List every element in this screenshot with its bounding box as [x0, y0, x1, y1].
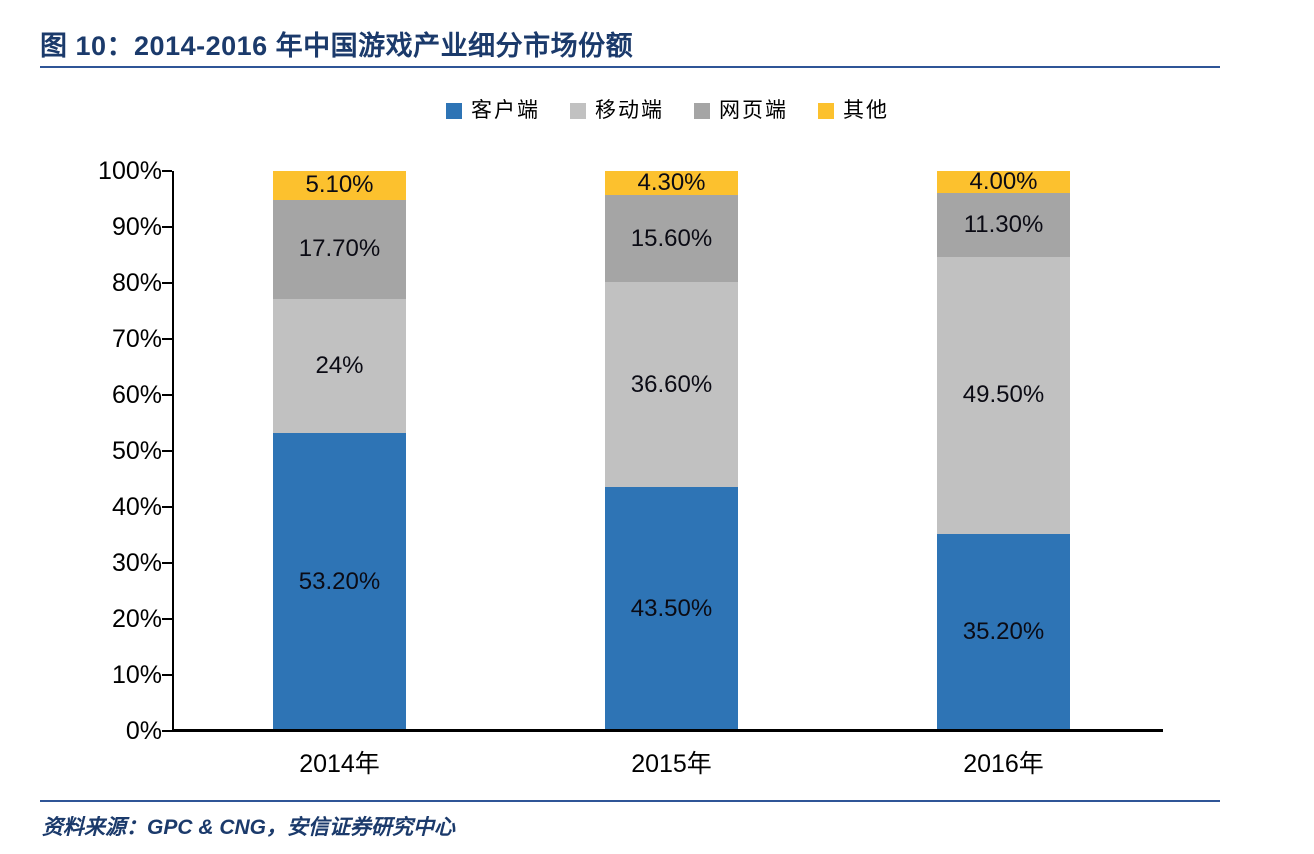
bar-segment-value: 36.60%: [630, 370, 713, 398]
bar-segment-value: 43.50%: [630, 595, 713, 623]
stacked-bar: 5.10% 17.70% 24% 53.20%: [273, 171, 406, 731]
bar-segment-value: 11.30%: [963, 211, 1044, 239]
y-axis-tick: [162, 450, 172, 452]
y-axis-tick-label: 90%: [111, 213, 162, 241]
bar-segment: 11.30%: [937, 193, 1070, 257]
y-axis-tick: [162, 394, 172, 396]
bar-segment-value: 24%: [315, 351, 364, 379]
bar-segment: 4.30%: [605, 169, 738, 197]
title-divider: [40, 66, 1220, 68]
y-axis-tick-label: 70%: [111, 325, 162, 353]
y-axis-tick: [162, 506, 172, 508]
bar-segment-value: 35.20%: [962, 618, 1045, 646]
legend-label: 移动端: [595, 98, 664, 122]
y-axis-tick-label: 50%: [111, 437, 162, 465]
bar-segment: 17.70%: [273, 199, 406, 299]
legend-label: 客户端: [471, 98, 540, 122]
y-axis-tick: [162, 562, 172, 564]
legend-label: 其他: [843, 98, 889, 122]
bar-segment-value: 49.50%: [962, 381, 1045, 409]
x-axis-category-label: 2014年: [299, 750, 380, 778]
y-axis-tick-label: 0%: [125, 717, 162, 745]
legend-swatch-icon: [694, 102, 710, 119]
bar-segment: 35.20%: [937, 533, 1070, 731]
y-axis-tick-label: 10%: [111, 661, 162, 689]
stacked-bar: 4.00% 11.30% 49.50% 35.20%: [937, 168, 1070, 731]
y-axis-tick-label: 40%: [111, 493, 162, 521]
legend-item: 网页端: [694, 100, 788, 121]
bar-segment-value: 17.70%: [298, 235, 381, 263]
bar-segment: 24%: [273, 298, 406, 434]
y-axis-tick: [162, 618, 172, 620]
y-axis-tick: [162, 226, 172, 228]
bar-segment: 36.60%: [605, 282, 738, 488]
bar-segment: 4.00%: [937, 168, 1070, 196]
legend-swatch-icon: [570, 102, 586, 119]
legend-swatch-icon: [446, 102, 462, 119]
bar-segment-value: 15.60%: [630, 224, 713, 252]
y-axis-tick: [162, 730, 172, 732]
bar-segment: 15.60%: [605, 195, 738, 283]
bar-segment-value: 5.10%: [305, 171, 374, 199]
y-axis-line: [172, 171, 174, 731]
y-axis-tick: [162, 282, 172, 284]
legend-item: 移动端: [570, 100, 664, 121]
bar-segment: 5.10%: [273, 171, 406, 200]
bar-segment-value: 4.30%: [637, 169, 706, 197]
bar-segment-value: 53.20%: [298, 568, 381, 596]
bar-segment-value: 4.00%: [969, 168, 1038, 196]
legend-item: 其他: [818, 100, 889, 121]
chart-legend: 客户端 移动端 网页端 其他: [172, 100, 1163, 121]
x-axis-category-label: 2016年: [963, 750, 1044, 778]
legend-swatch-icon: [818, 102, 834, 119]
bar-segment: 49.50%: [937, 256, 1070, 534]
source-note: 资料来源：GPC & CNG，安信证券研究中心: [42, 816, 456, 839]
y-axis-tick-label: 30%: [111, 549, 162, 577]
y-axis-tick-label: 100%: [98, 157, 162, 185]
source-divider: [40, 800, 1220, 802]
x-axis-line: [172, 729, 1163, 732]
bar-segment: 43.50%: [605, 487, 738, 731]
bar-segment: 53.20%: [273, 433, 406, 731]
figure-title: 图 10：2014-2016 年中国游戏产业细分市场份额: [40, 31, 634, 61]
y-axis-tick-label: 20%: [111, 605, 162, 633]
y-axis-tick-label: 80%: [111, 269, 162, 297]
y-axis-tick: [162, 674, 172, 676]
legend-label: 网页端: [719, 98, 788, 122]
y-axis-tick: [162, 170, 172, 172]
stacked-bar: 4.30% 15.60% 36.60% 43.50%: [605, 171, 738, 731]
y-axis-tick-label: 60%: [111, 381, 162, 409]
x-axis-category-label: 2015年: [631, 750, 712, 778]
y-axis-tick: [162, 338, 172, 340]
legend-item: 客户端: [446, 100, 540, 121]
